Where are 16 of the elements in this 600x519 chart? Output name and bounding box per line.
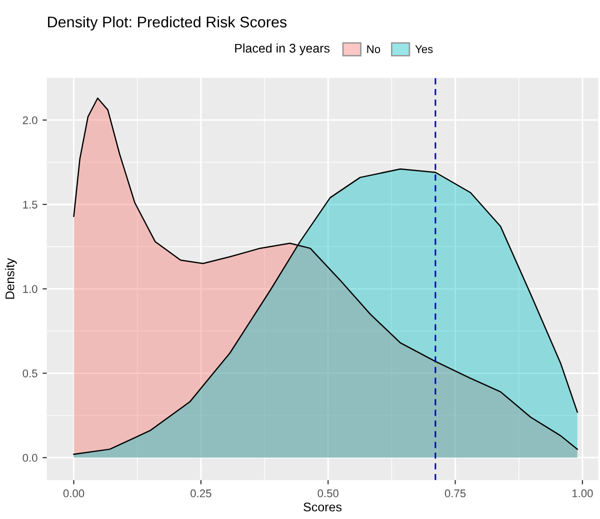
x-tick-label: 1.00 [572,489,593,498]
y-tick-label: 0.0 [22,454,38,462]
x-tick-label: 0.75 [444,489,466,498]
x-tick-label: 0.25 [190,489,212,498]
y-tick-label: 1.5 [23,200,38,209]
y-tick-label: 1.0 [23,285,38,293]
legend-label: No [367,45,380,54]
x-axis-title: Scores [304,502,342,512]
y-axis-title: Density [5,258,17,299]
x-tick-label: 0.00 [63,489,84,498]
x-tick-label: 0.50 [318,489,338,498]
legend-label: Yes [415,45,433,54]
y-tick-label: 0.5 [22,370,38,378]
y-tick-label: 2.0 [22,116,38,124]
legend-title: Placed in 3 years [235,43,330,56]
chart-title: Density Plot: Predicted Risk Scores [48,16,287,30]
